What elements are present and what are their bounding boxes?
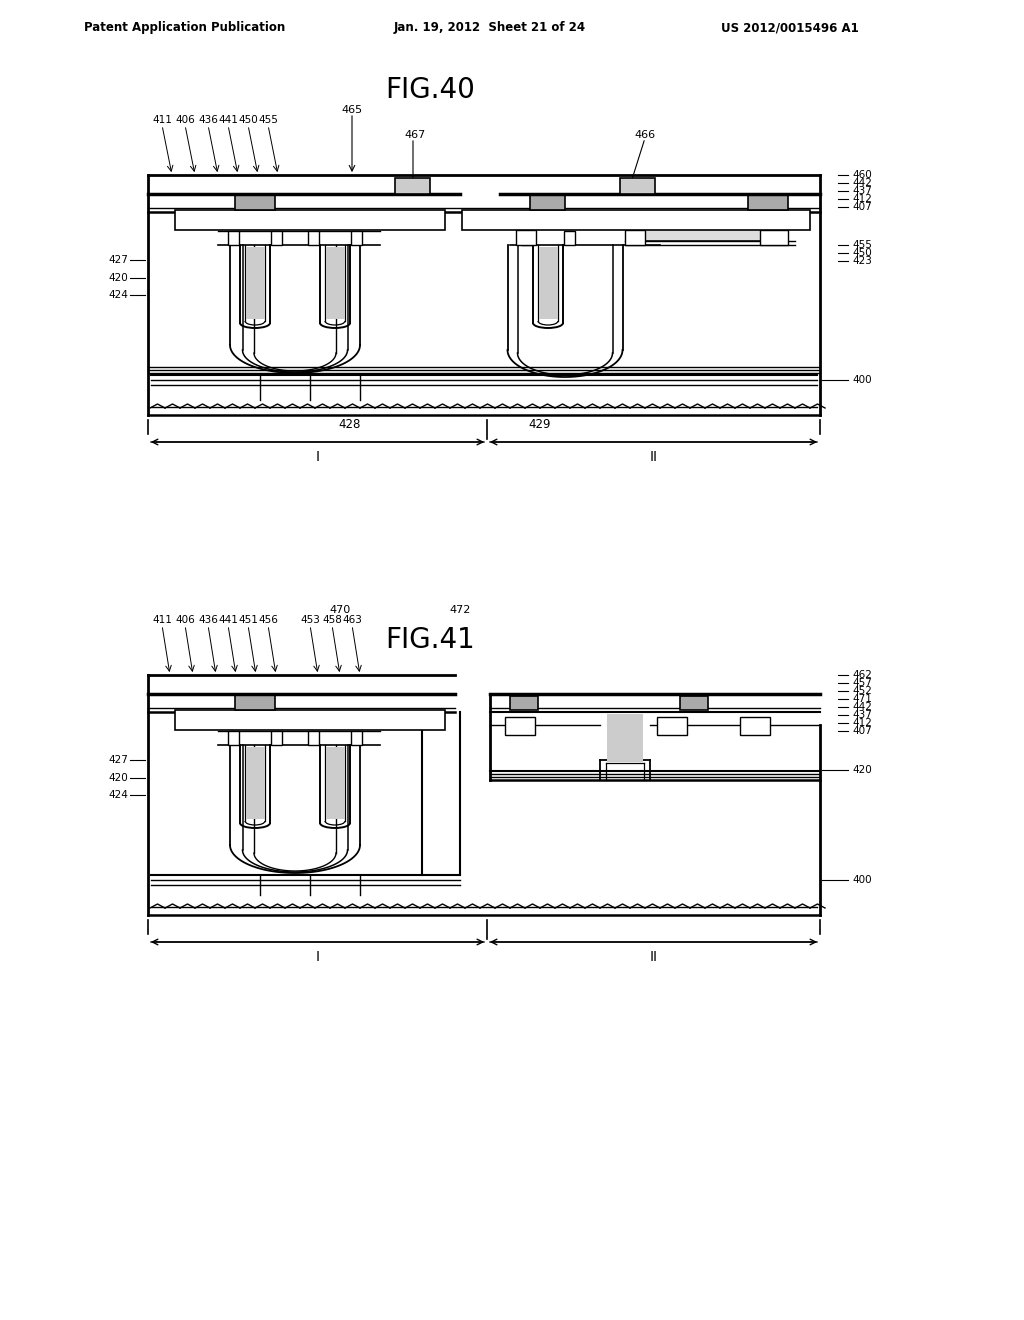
- Bar: [657, 717, 687, 735]
- Text: 466: 466: [635, 129, 655, 140]
- Text: 423: 423: [852, 256, 871, 267]
- Text: US 2012/0015496 A1: US 2012/0015496 A1: [721, 21, 859, 34]
- Text: 420: 420: [109, 774, 128, 783]
- Text: 441: 441: [218, 615, 238, 624]
- Text: 453: 453: [300, 615, 319, 624]
- Text: 455: 455: [852, 240, 871, 249]
- Bar: [246, 247, 264, 319]
- Bar: [246, 747, 264, 818]
- Text: I: I: [316, 950, 319, 964]
- Bar: [510, 696, 538, 710]
- Bar: [234, 194, 275, 210]
- Text: 456: 456: [258, 615, 278, 624]
- Text: 436: 436: [198, 115, 218, 125]
- Bar: [228, 731, 239, 744]
- Bar: [351, 231, 362, 246]
- Bar: [308, 731, 319, 744]
- Text: 406: 406: [175, 615, 195, 624]
- Text: 450: 450: [239, 115, 258, 125]
- Text: 458: 458: [323, 615, 342, 624]
- Bar: [516, 230, 536, 246]
- Text: I: I: [316, 450, 319, 465]
- Text: 400: 400: [852, 375, 871, 385]
- Text: 472: 472: [450, 605, 471, 615]
- Text: II: II: [650, 450, 658, 465]
- Bar: [505, 717, 535, 735]
- Bar: [228, 231, 239, 246]
- Text: FIG.40: FIG.40: [385, 77, 475, 104]
- Bar: [625, 230, 645, 246]
- Bar: [308, 231, 319, 246]
- Text: 412: 412: [852, 718, 871, 729]
- Bar: [271, 731, 282, 744]
- Text: 442: 442: [852, 702, 871, 711]
- Bar: [351, 731, 362, 744]
- Text: 427: 427: [109, 755, 128, 766]
- Text: 451: 451: [238, 615, 258, 624]
- Text: 471: 471: [852, 694, 871, 704]
- Bar: [607, 714, 643, 762]
- Bar: [175, 710, 445, 730]
- Text: 427: 427: [109, 255, 128, 265]
- Text: 470: 470: [330, 605, 350, 615]
- Text: FIG.41: FIG.41: [385, 626, 475, 653]
- Bar: [748, 194, 788, 210]
- Bar: [760, 230, 788, 246]
- Text: 407: 407: [852, 726, 871, 737]
- Bar: [564, 231, 575, 246]
- Bar: [462, 210, 810, 230]
- Bar: [630, 219, 785, 242]
- Text: 429: 429: [528, 418, 551, 432]
- Bar: [175, 210, 445, 230]
- Text: 412: 412: [852, 194, 871, 205]
- Text: 452: 452: [852, 686, 871, 696]
- Text: 441: 441: [218, 115, 238, 125]
- Bar: [234, 694, 275, 710]
- Bar: [680, 696, 708, 710]
- Text: 436: 436: [198, 615, 218, 624]
- Text: 450: 450: [852, 248, 871, 257]
- Text: 424: 424: [109, 290, 128, 300]
- Text: 400: 400: [852, 875, 871, 884]
- Bar: [530, 194, 565, 210]
- Text: 462: 462: [852, 671, 871, 680]
- Text: 457: 457: [852, 678, 871, 688]
- Text: 420: 420: [852, 766, 871, 775]
- Text: 428: 428: [339, 418, 361, 432]
- Text: 411: 411: [152, 615, 172, 624]
- Text: Patent Application Publication: Patent Application Publication: [84, 21, 286, 34]
- Text: 460: 460: [852, 170, 871, 180]
- Text: 463: 463: [342, 615, 361, 624]
- Text: 455: 455: [258, 115, 278, 125]
- Text: 406: 406: [175, 115, 195, 125]
- Text: 467: 467: [404, 129, 426, 140]
- Text: Jan. 19, 2012  Sheet 21 of 24: Jan. 19, 2012 Sheet 21 of 24: [394, 21, 586, 34]
- Bar: [539, 247, 557, 319]
- Bar: [395, 178, 430, 194]
- Bar: [326, 247, 344, 319]
- Text: II: II: [650, 950, 658, 964]
- Bar: [740, 717, 770, 735]
- Text: 465: 465: [341, 106, 362, 115]
- Bar: [326, 747, 344, 818]
- Text: 420: 420: [109, 273, 128, 282]
- Bar: [271, 231, 282, 246]
- Text: 437: 437: [852, 710, 871, 719]
- Text: 411: 411: [152, 115, 172, 125]
- Bar: [620, 178, 655, 194]
- Bar: [521, 231, 532, 246]
- Text: 442: 442: [852, 178, 871, 187]
- Text: 437: 437: [852, 186, 871, 195]
- Text: 407: 407: [852, 202, 871, 213]
- Text: 424: 424: [109, 789, 128, 800]
